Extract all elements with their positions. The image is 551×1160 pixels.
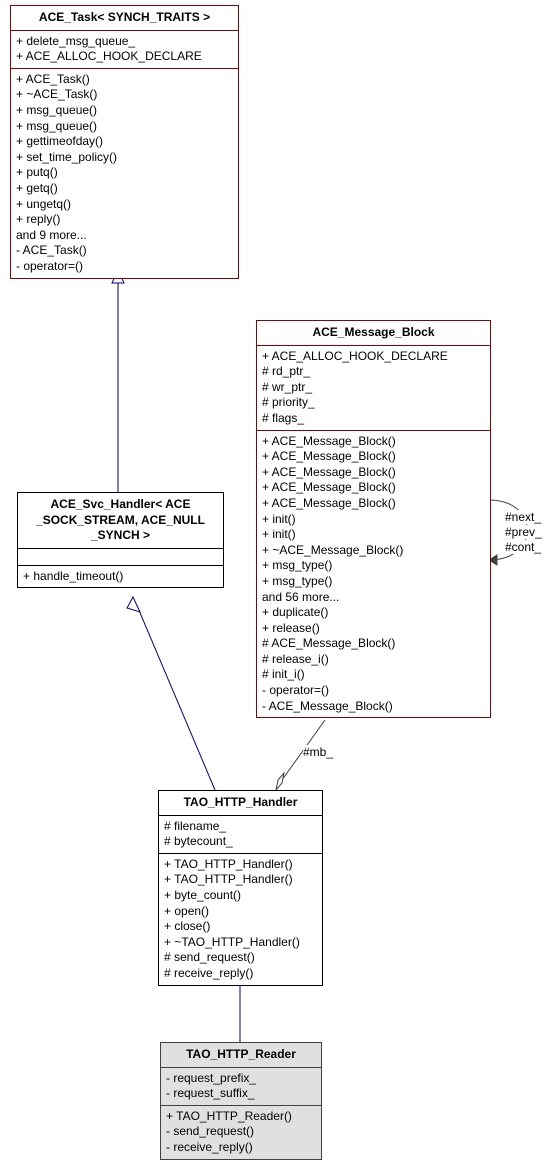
class-attrs: - request_prefix_ - request_suffix_ — [161, 1068, 321, 1106]
class-ace-task[interactable]: ACE_Task< SYNCH_TRAITS > + delete_msg_qu… — [10, 5, 239, 279]
class-ops: + handle_timeout() — [18, 566, 223, 588]
class-title: ACE_Svc_Handler< ACE _SOCK_STREAM, ACE_N… — [18, 493, 223, 549]
class-tao-http-reader[interactable]: TAO_HTTP_Reader - request_prefix_ - requ… — [160, 1042, 322, 1160]
class-ops: + ACE_Message_Block() + ACE_Message_Bloc… — [257, 431, 490, 718]
edge-label-cont: #cont_ — [505, 540, 541, 554]
class-title: ACE_Task< SYNCH_TRAITS > — [11, 6, 238, 31]
class-attrs-empty — [18, 549, 223, 566]
class-attrs: # filename_ # bytecount_ — [159, 816, 322, 854]
class-title: ACE_Message_Block — [257, 321, 490, 346]
class-title: TAO_HTTP_Handler — [159, 791, 322, 816]
class-tao-http-handler[interactable]: TAO_HTTP_Handler # filename_ # bytecount… — [158, 790, 323, 986]
edge-label-prev: #prev_ — [505, 525, 542, 539]
class-ops: + TAO_HTTP_Handler() + TAO_HTTP_Handler(… — [159, 854, 322, 985]
class-ops: + TAO_HTTP_Reader() - send_request() - r… — [161, 1106, 321, 1159]
class-attrs: + delete_msg_queue_ + ACE_ALLOC_HOOK_DEC… — [11, 31, 238, 69]
edge-label-mb: #mb_ — [303, 745, 333, 759]
class-ops: + ACE_Task() + ~ACE_Task() + msg_queue()… — [11, 69, 238, 278]
class-ace-svc-handler[interactable]: ACE_Svc_Handler< ACE _SOCK_STREAM, ACE_N… — [17, 492, 224, 588]
class-title: TAO_HTTP_Reader — [161, 1043, 321, 1068]
edge-label-next: #next_ — [505, 510, 541, 524]
class-ace-message-block[interactable]: ACE_Message_Block + ACE_ALLOC_HOOK_DECLA… — [256, 320, 491, 718]
class-attrs: + ACE_ALLOC_HOOK_DECLARE # rd_ptr_ # wr_… — [257, 346, 490, 431]
